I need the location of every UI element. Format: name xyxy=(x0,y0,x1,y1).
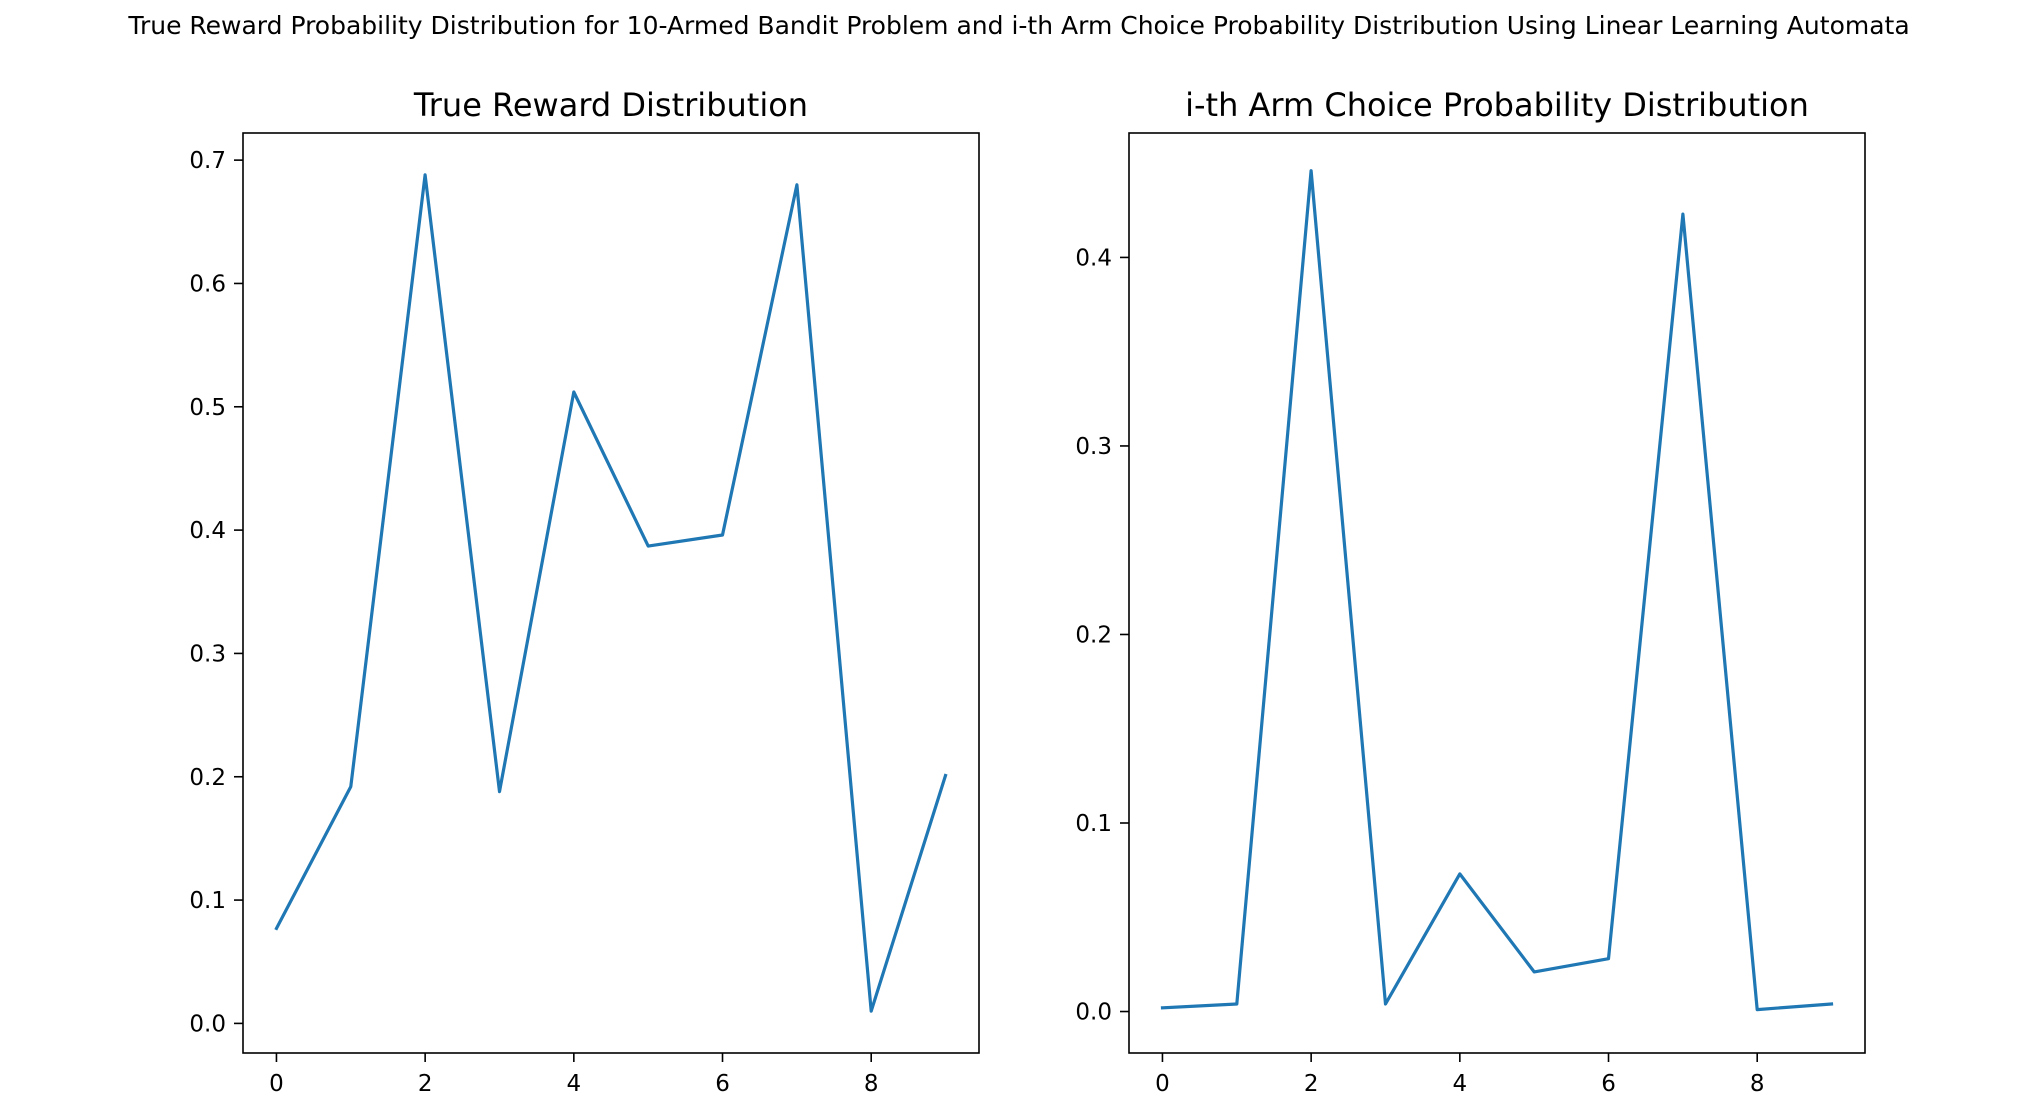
series-line-1 xyxy=(1160,169,1834,1012)
subplot-1: True Reward Distribution 0 2 4 6 8 0.0 0.1 0.2 0.… xyxy=(189,86,980,1097)
y-tick-label: 0.1 xyxy=(189,888,226,914)
y-tick-label: 0.6 xyxy=(189,271,226,297)
axes-frame xyxy=(1128,132,1866,1054)
y-tick-label: 0.2 xyxy=(189,765,226,791)
x-tick-label: 4 xyxy=(1453,1071,1468,1097)
y-tick-label: 0.5 xyxy=(189,395,226,421)
x-tick-label: 6 xyxy=(1601,1071,1616,1097)
x-tick-label: 2 xyxy=(418,1071,433,1097)
figure-suptitle: True Reward Probability Distribution for… xyxy=(127,11,1909,40)
y-tick-label: 0.3 xyxy=(1075,434,1112,460)
x-tick-label: 8 xyxy=(864,1071,879,1097)
axes-title: True Reward Distribution xyxy=(413,86,808,124)
x-tick-label: 0 xyxy=(1155,1071,1170,1097)
axes-title: i-th Arm Choice Probability Distribution xyxy=(1185,86,1809,124)
x-tick-label: 6 xyxy=(715,1071,730,1097)
x-tick-label: 8 xyxy=(1750,1071,1765,1097)
x-tick-label: 4 xyxy=(567,1071,582,1097)
y-tick-label: 0.3 xyxy=(189,641,226,667)
y-tick-label: 0.2 xyxy=(1075,622,1112,648)
subplot-2: i-th Arm Choice Probability Distribution… xyxy=(1075,86,1866,1097)
y-tick-label: 0.4 xyxy=(189,518,226,544)
y-tick-label: 0.7 xyxy=(189,148,226,174)
y-tick-label: 0.0 xyxy=(189,1011,226,1037)
x-tick-label: 2 xyxy=(1304,1071,1319,1097)
y-tick-label: 0.4 xyxy=(1075,245,1112,271)
y-tick-label: 0.0 xyxy=(1075,1000,1112,1026)
x-tick-label: 0 xyxy=(269,1071,284,1097)
axes-frame xyxy=(242,132,980,1054)
series-line-1 xyxy=(274,173,948,1013)
y-tick-label: 0.1 xyxy=(1075,811,1112,837)
